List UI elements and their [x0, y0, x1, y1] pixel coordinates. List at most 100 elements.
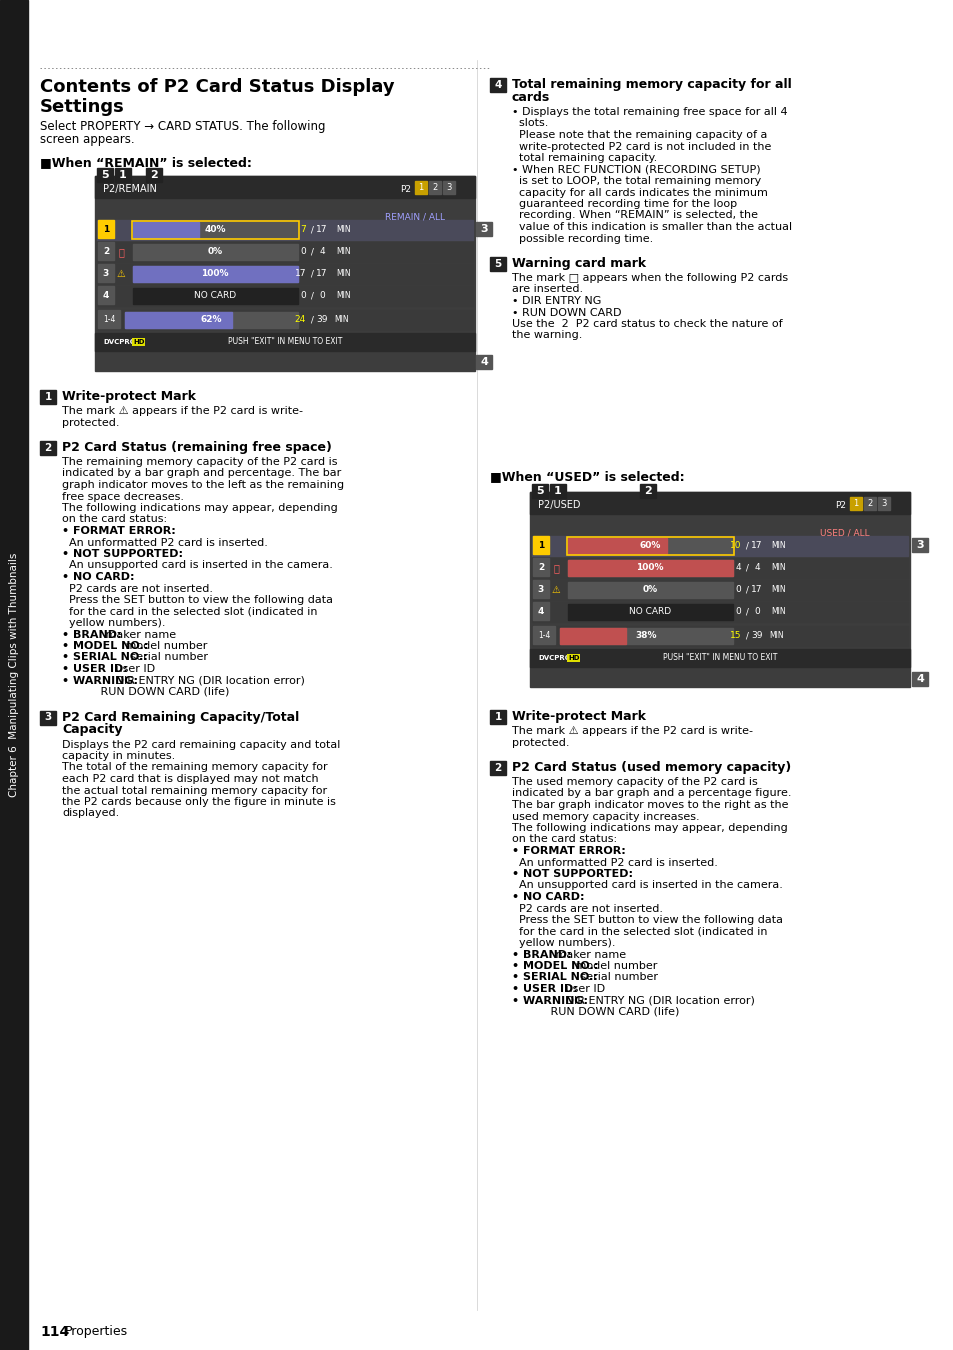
- Bar: [132, 266, 297, 282]
- Bar: [639, 485, 656, 498]
- Text: Capacity: Capacity: [62, 724, 122, 737]
- Text: MIN: MIN: [770, 586, 785, 594]
- Bar: [40, 710, 56, 725]
- Text: are inserted.: are inserted.: [512, 285, 582, 294]
- Bar: [95, 333, 475, 351]
- Bar: [567, 603, 732, 620]
- Text: maker name: maker name: [552, 949, 625, 960]
- Text: 4: 4: [494, 80, 501, 90]
- Text: 15: 15: [729, 632, 740, 640]
- Text: 1: 1: [853, 500, 858, 509]
- Text: /: /: [742, 608, 748, 617]
- Text: write-protected P2 card is not included in the: write-protected P2 card is not included …: [512, 142, 771, 151]
- Bar: [125, 312, 297, 328]
- Text: cards: cards: [512, 90, 550, 104]
- Text: /: /: [308, 270, 314, 278]
- Text: DIR ENTRY NG (DIR location error): DIR ENTRY NG (DIR location error): [561, 995, 754, 1006]
- Text: An unsupported card is inserted in the camera.: An unsupported card is inserted in the c…: [512, 880, 782, 891]
- Text: 114: 114: [40, 1324, 70, 1339]
- Text: 4: 4: [915, 674, 923, 684]
- Text: NO CARD: NO CARD: [628, 608, 670, 617]
- Text: 4: 4: [537, 608, 543, 617]
- Text: serial number: serial number: [127, 652, 208, 663]
- Text: • MODEL NO.:: • MODEL NO.:: [512, 961, 598, 971]
- Text: each P2 card that is displayed may not match: each P2 card that is displayed may not m…: [62, 774, 318, 784]
- Text: P2/USED: P2/USED: [537, 500, 579, 510]
- Text: 2: 2: [643, 486, 651, 495]
- Text: 60%: 60%: [639, 541, 660, 551]
- Text: 2: 2: [866, 500, 872, 509]
- Text: yellow numbers).: yellow numbers).: [62, 618, 165, 628]
- Text: The bar graph indicator moves to the right as the: The bar graph indicator moves to the rig…: [512, 801, 788, 810]
- Bar: [95, 176, 475, 198]
- Bar: [567, 582, 732, 598]
- Text: 1-4: 1-4: [103, 316, 115, 324]
- Text: PUSH "EXIT" IN MENU TO EXIT: PUSH "EXIT" IN MENU TO EXIT: [662, 653, 777, 663]
- Text: maker name: maker name: [102, 629, 176, 640]
- Text: MIN: MIN: [770, 563, 785, 572]
- Text: The mark ⚠ appears if the P2 card is write-: The mark ⚠ appears if the P2 card is wri…: [512, 726, 752, 736]
- Bar: [532, 558, 907, 578]
- Text: • USER ID:: • USER ID:: [62, 664, 128, 674]
- Text: Total remaining memory capacity for all: Total remaining memory capacity for all: [512, 78, 791, 90]
- Bar: [97, 286, 473, 306]
- Text: RUN DOWN CARD (life): RUN DOWN CARD (life): [512, 1007, 679, 1017]
- Bar: [532, 580, 907, 599]
- Text: free space decreases.: free space decreases.: [62, 491, 184, 501]
- Bar: [559, 628, 732, 644]
- Bar: [146, 167, 162, 182]
- Bar: [533, 602, 548, 620]
- Text: 3: 3: [103, 270, 109, 278]
- Text: 40%: 40%: [204, 225, 226, 235]
- Text: Select PROPERTY → CARD STATUS. The following: Select PROPERTY → CARD STATUS. The follo…: [40, 120, 325, 134]
- Bar: [115, 167, 131, 182]
- Text: REMAIN / ALL: REMAIN / ALL: [385, 212, 444, 221]
- Bar: [863, 497, 875, 510]
- Bar: [849, 497, 862, 510]
- Text: is set to LOOP, the total remaining memory: is set to LOOP, the total remaining memo…: [512, 176, 760, 186]
- Text: 0%: 0%: [641, 586, 657, 594]
- Text: P2/REMAIN: P2/REMAIN: [103, 184, 156, 194]
- Bar: [911, 672, 927, 686]
- Text: DVCPRO: DVCPRO: [537, 655, 570, 662]
- Text: for the card in the selected slot (indicated in: for the card in the selected slot (indic…: [512, 926, 767, 937]
- Text: DVCPRO: DVCPRO: [103, 339, 135, 346]
- Text: capacity in minutes.: capacity in minutes.: [62, 751, 175, 761]
- Bar: [877, 497, 889, 510]
- Text: 2: 2: [150, 170, 157, 180]
- Text: ■When “REMAIN” is selected:: ■When “REMAIN” is selected:: [40, 157, 252, 169]
- Text: 2: 2: [432, 184, 437, 193]
- Text: MIN: MIN: [335, 247, 351, 256]
- Text: /: /: [308, 225, 314, 235]
- Text: /: /: [742, 632, 748, 640]
- Text: 2: 2: [45, 443, 51, 454]
- Text: protected.: protected.: [62, 417, 119, 428]
- Text: 39: 39: [750, 632, 762, 640]
- Text: Write-protect Mark: Write-protect Mark: [512, 710, 645, 724]
- Text: serial number: serial number: [577, 972, 658, 983]
- Text: • FORMAT ERROR:: • FORMAT ERROR:: [62, 526, 175, 536]
- Text: P2: P2: [399, 185, 411, 193]
- Text: 1: 1: [494, 711, 501, 722]
- Text: the actual total remaining memory capacity for: the actual total remaining memory capaci…: [62, 786, 327, 795]
- Text: PUSH "EXIT" IN MENU TO EXIT: PUSH "EXIT" IN MENU TO EXIT: [228, 338, 342, 347]
- Text: The mark □ appears when the following P2 cards: The mark □ appears when the following P2…: [512, 273, 787, 284]
- Text: indicated by a bar graph and a percentage figure.: indicated by a bar graph and a percentag…: [512, 788, 791, 798]
- Text: on the card status:: on the card status:: [512, 834, 617, 845]
- Text: user ID: user ID: [112, 664, 155, 674]
- Bar: [442, 181, 455, 194]
- Text: P2 cards are not inserted.: P2 cards are not inserted.: [512, 903, 662, 914]
- Text: 3: 3: [479, 224, 487, 234]
- Text: Press the SET button to view the following data: Press the SET button to view the followi…: [62, 595, 333, 605]
- Text: Warning card mark: Warning card mark: [512, 256, 645, 270]
- Text: 100%: 100%: [636, 563, 663, 572]
- Text: 17: 17: [315, 225, 328, 235]
- Bar: [567, 539, 732, 553]
- Text: An unformatted P2 card is inserted.: An unformatted P2 card is inserted.: [62, 537, 268, 548]
- Bar: [559, 628, 625, 644]
- Text: screen appears.: screen appears.: [40, 134, 134, 146]
- Text: • NO CARD:: • NO CARD:: [62, 572, 134, 582]
- Bar: [533, 626, 555, 644]
- Bar: [97, 242, 473, 262]
- Text: 1: 1: [119, 170, 127, 180]
